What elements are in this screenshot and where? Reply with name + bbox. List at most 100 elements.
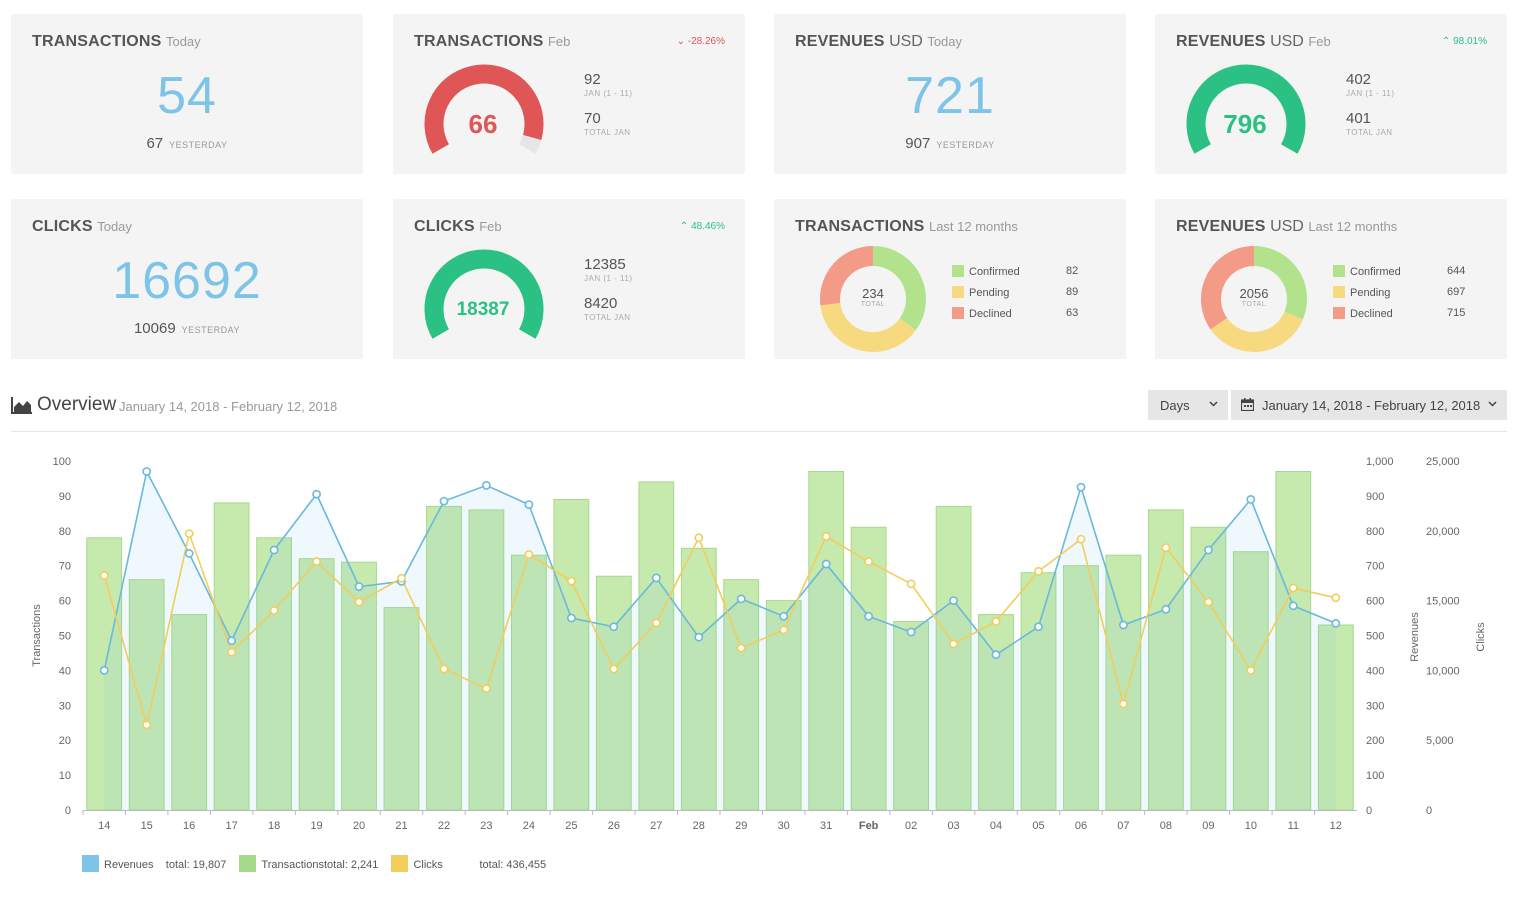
bar-transactions[interactable] bbox=[1317, 624, 1354, 811]
bar-transactions[interactable] bbox=[893, 621, 930, 811]
card-title-sub: Last 12 months bbox=[1308, 219, 1398, 234]
bar-transactions[interactable] bbox=[553, 498, 590, 811]
x-tick-label: 02 bbox=[905, 820, 917, 832]
bar-transactions[interactable] bbox=[935, 505, 972, 811]
bar-transactions[interactable] bbox=[638, 481, 675, 811]
bar-transactions[interactable] bbox=[426, 505, 462, 811]
legend-item-revenues[interactable]: Revenues total: 19,807 bbox=[82, 855, 226, 872]
revenues-point[interactable] bbox=[609, 622, 619, 632]
revenues-line bbox=[103, 469, 1337, 671]
revenues-point[interactable] bbox=[1119, 620, 1128, 630]
legend-label: Declined bbox=[969, 308, 1012, 320]
clicks-point[interactable] bbox=[354, 597, 364, 607]
clicks-point[interactable] bbox=[142, 720, 152, 730]
revenues-point[interactable] bbox=[736, 594, 746, 604]
revenues-point[interactable] bbox=[567, 613, 576, 623]
x-tick-label: 26 bbox=[608, 820, 620, 832]
revenues-point[interactable] bbox=[481, 481, 491, 490]
revenues-point[interactable] bbox=[227, 636, 236, 646]
clicks-point[interactable] bbox=[1034, 566, 1043, 576]
bar-transactions[interactable] bbox=[1105, 554, 1142, 811]
bar-transactions[interactable] bbox=[680, 547, 717, 811]
clicks-point[interactable] bbox=[397, 573, 406, 583]
bar-transactions[interactable] bbox=[256, 537, 293, 811]
bar-transactions[interactable] bbox=[1148, 509, 1184, 811]
clicks-point[interactable] bbox=[821, 532, 831, 541]
revenues-point[interactable] bbox=[99, 665, 109, 675]
clicks-point[interactable] bbox=[524, 550, 534, 559]
revenues-point[interactable] bbox=[269, 545, 279, 555]
bar-transactions[interactable] bbox=[850, 526, 887, 811]
x-tick-label: 27 bbox=[650, 820, 662, 832]
clicks-point[interactable] bbox=[184, 529, 194, 538]
clicks-point[interactable] bbox=[991, 617, 1001, 626]
clicks-point[interactable] bbox=[269, 605, 279, 615]
revenues-point[interactable] bbox=[1034, 622, 1043, 632]
legend-item-clicks[interactable]: Clicks total: 436,455 bbox=[391, 855, 546, 872]
revenues-point[interactable] bbox=[991, 650, 1001, 660]
clicks-point[interactable] bbox=[864, 557, 873, 566]
chevron-down-icon: ⌄ bbox=[676, 36, 685, 47]
bar-transactions[interactable] bbox=[468, 509, 505, 811]
clicks-point[interactable] bbox=[481, 684, 491, 693]
clicks-point[interactable] bbox=[694, 533, 704, 543]
legend-value: 82 bbox=[1066, 265, 1079, 277]
clicks-point[interactable] bbox=[312, 557, 321, 566]
bar-transactions[interactable] bbox=[383, 607, 420, 811]
clicks-point[interactable] bbox=[1204, 597, 1213, 607]
bar-transactions[interactable] bbox=[1063, 565, 1099, 811]
clicks-point[interactable] bbox=[651, 618, 661, 628]
bar-transactions[interactable] bbox=[1020, 572, 1057, 811]
bar-transactions[interactable] bbox=[595, 575, 632, 811]
clicks-point[interactable] bbox=[609, 664, 619, 674]
revenues-point[interactable] bbox=[864, 611, 873, 621]
revenues-point[interactable] bbox=[142, 467, 152, 476]
revenues-point[interactable] bbox=[651, 573, 661, 583]
revenues-point[interactable] bbox=[439, 496, 449, 506]
clicks-point[interactable] bbox=[779, 625, 789, 635]
revenues-point[interactable] bbox=[184, 549, 194, 558]
revenues-point[interactable] bbox=[354, 582, 364, 591]
clicks-point[interactable] bbox=[736, 643, 746, 653]
revenues-point[interactable] bbox=[524, 500, 534, 509]
legend-item-transactions[interactable]: Transactionstotal: 2,241 bbox=[239, 855, 378, 872]
bar-transactions[interactable] bbox=[808, 471, 845, 811]
bar-transactions[interactable] bbox=[1275, 471, 1312, 811]
bar-transactions[interactable] bbox=[1232, 551, 1269, 811]
revenues-point[interactable] bbox=[1204, 545, 1213, 555]
clicks-point[interactable] bbox=[1288, 583, 1298, 593]
revenues-point[interactable] bbox=[694, 632, 704, 642]
clicks-point[interactable] bbox=[949, 639, 958, 649]
clicks-point[interactable] bbox=[1161, 543, 1171, 552]
clicks-point[interactable] bbox=[1119, 699, 1128, 709]
clicks-point[interactable] bbox=[906, 579, 916, 589]
date-range-picker-button[interactable]: January 14, 2018 - February 12, 2018 bbox=[1231, 390, 1507, 420]
card-title: TRANSACTIONS Today bbox=[32, 33, 201, 51]
revenues-point[interactable] bbox=[1331, 618, 1341, 628]
clicks-point[interactable] bbox=[567, 576, 576, 586]
card-title: TRANSACTIONS Feb bbox=[414, 33, 570, 51]
revenues-point[interactable] bbox=[312, 489, 321, 499]
revenues-point[interactable] bbox=[949, 596, 958, 605]
legend-label: Clicks bbox=[413, 859, 443, 871]
bar-transactions[interactable] bbox=[511, 554, 547, 811]
revenues-point[interactable] bbox=[1288, 601, 1298, 611]
bar-transactions[interactable] bbox=[1190, 526, 1227, 811]
clicks-point[interactable] bbox=[227, 647, 236, 657]
x-tick-label: 04 bbox=[990, 820, 1002, 832]
clicks-point[interactable] bbox=[439, 664, 449, 674]
calendar-icon bbox=[1241, 397, 1254, 411]
clicks-point[interactable] bbox=[1076, 534, 1086, 544]
clicks-point[interactable] bbox=[99, 571, 109, 580]
revenues-point[interactable] bbox=[1246, 495, 1256, 504]
revenues-point[interactable] bbox=[1076, 482, 1086, 492]
clicks-point[interactable] bbox=[1246, 665, 1256, 675]
revenues-point[interactable] bbox=[821, 559, 831, 569]
x-tick-label: 03 bbox=[947, 820, 959, 832]
clicks-point[interactable] bbox=[1331, 593, 1341, 603]
big-number: 721 bbox=[905, 67, 995, 125]
days-dropdown-button[interactable]: Days bbox=[1148, 390, 1228, 420]
revenues-point[interactable] bbox=[906, 627, 916, 637]
revenues-point[interactable] bbox=[779, 611, 789, 621]
revenues-point[interactable] bbox=[1161, 604, 1171, 614]
